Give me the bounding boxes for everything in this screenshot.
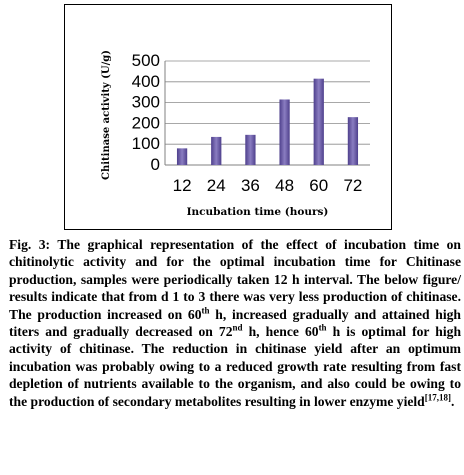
caption-text-3: h, hence 60 [242,324,319,340]
caption-lead: Fig. 3: [9,237,51,252]
caption-text-1: The graphical representation of the effe… [9,237,461,322]
caption-sup-1: th [201,305,210,316]
grid-layer [165,60,370,145]
x-tick-label: 60 [309,176,328,195]
caption-sup-2: nd [232,322,243,333]
caption-sup-3: th [318,322,327,333]
y-tick-label: 500 [132,51,160,70]
y-axis-title: Chitinase activity (U/g) [101,50,112,180]
y-tick-label: 300 [132,93,160,112]
x-tick-label: 24 [207,176,226,195]
x-tick-label: 36 [241,176,260,195]
bar [313,78,324,165]
bar [347,117,359,165]
figure-caption: Fig. 3: The graphical representation of … [9,236,461,410]
chart-frame: 0 100 200 300 400 500 12 24 36 48 60 72 Incubation t… [64,4,392,230]
y-tick-label: 0 [151,155,160,174]
bar [245,134,256,165]
bar-layer [176,78,359,165]
caption-citation: [17,18] [424,392,451,403]
y-tick-label: 200 [132,113,160,132]
x-tick-label: 12 [173,176,192,195]
x-axis-title: Incubation time (hours) [187,206,329,218]
caption-text-4: h is optimal for high activity of chitin… [9,324,461,409]
x-tick-label: 48 [275,176,294,195]
bar [211,136,222,165]
caption-text-2: h, increased gradually and attained high… [9,306,461,340]
x-tick-label: 72 [343,176,362,195]
y-tick-label: 400 [132,72,160,91]
y-tick-label: 100 [132,134,160,153]
bar [279,99,290,165]
axis-layer [164,61,370,166]
caption-end: . [450,393,455,409]
bar [176,148,188,165]
